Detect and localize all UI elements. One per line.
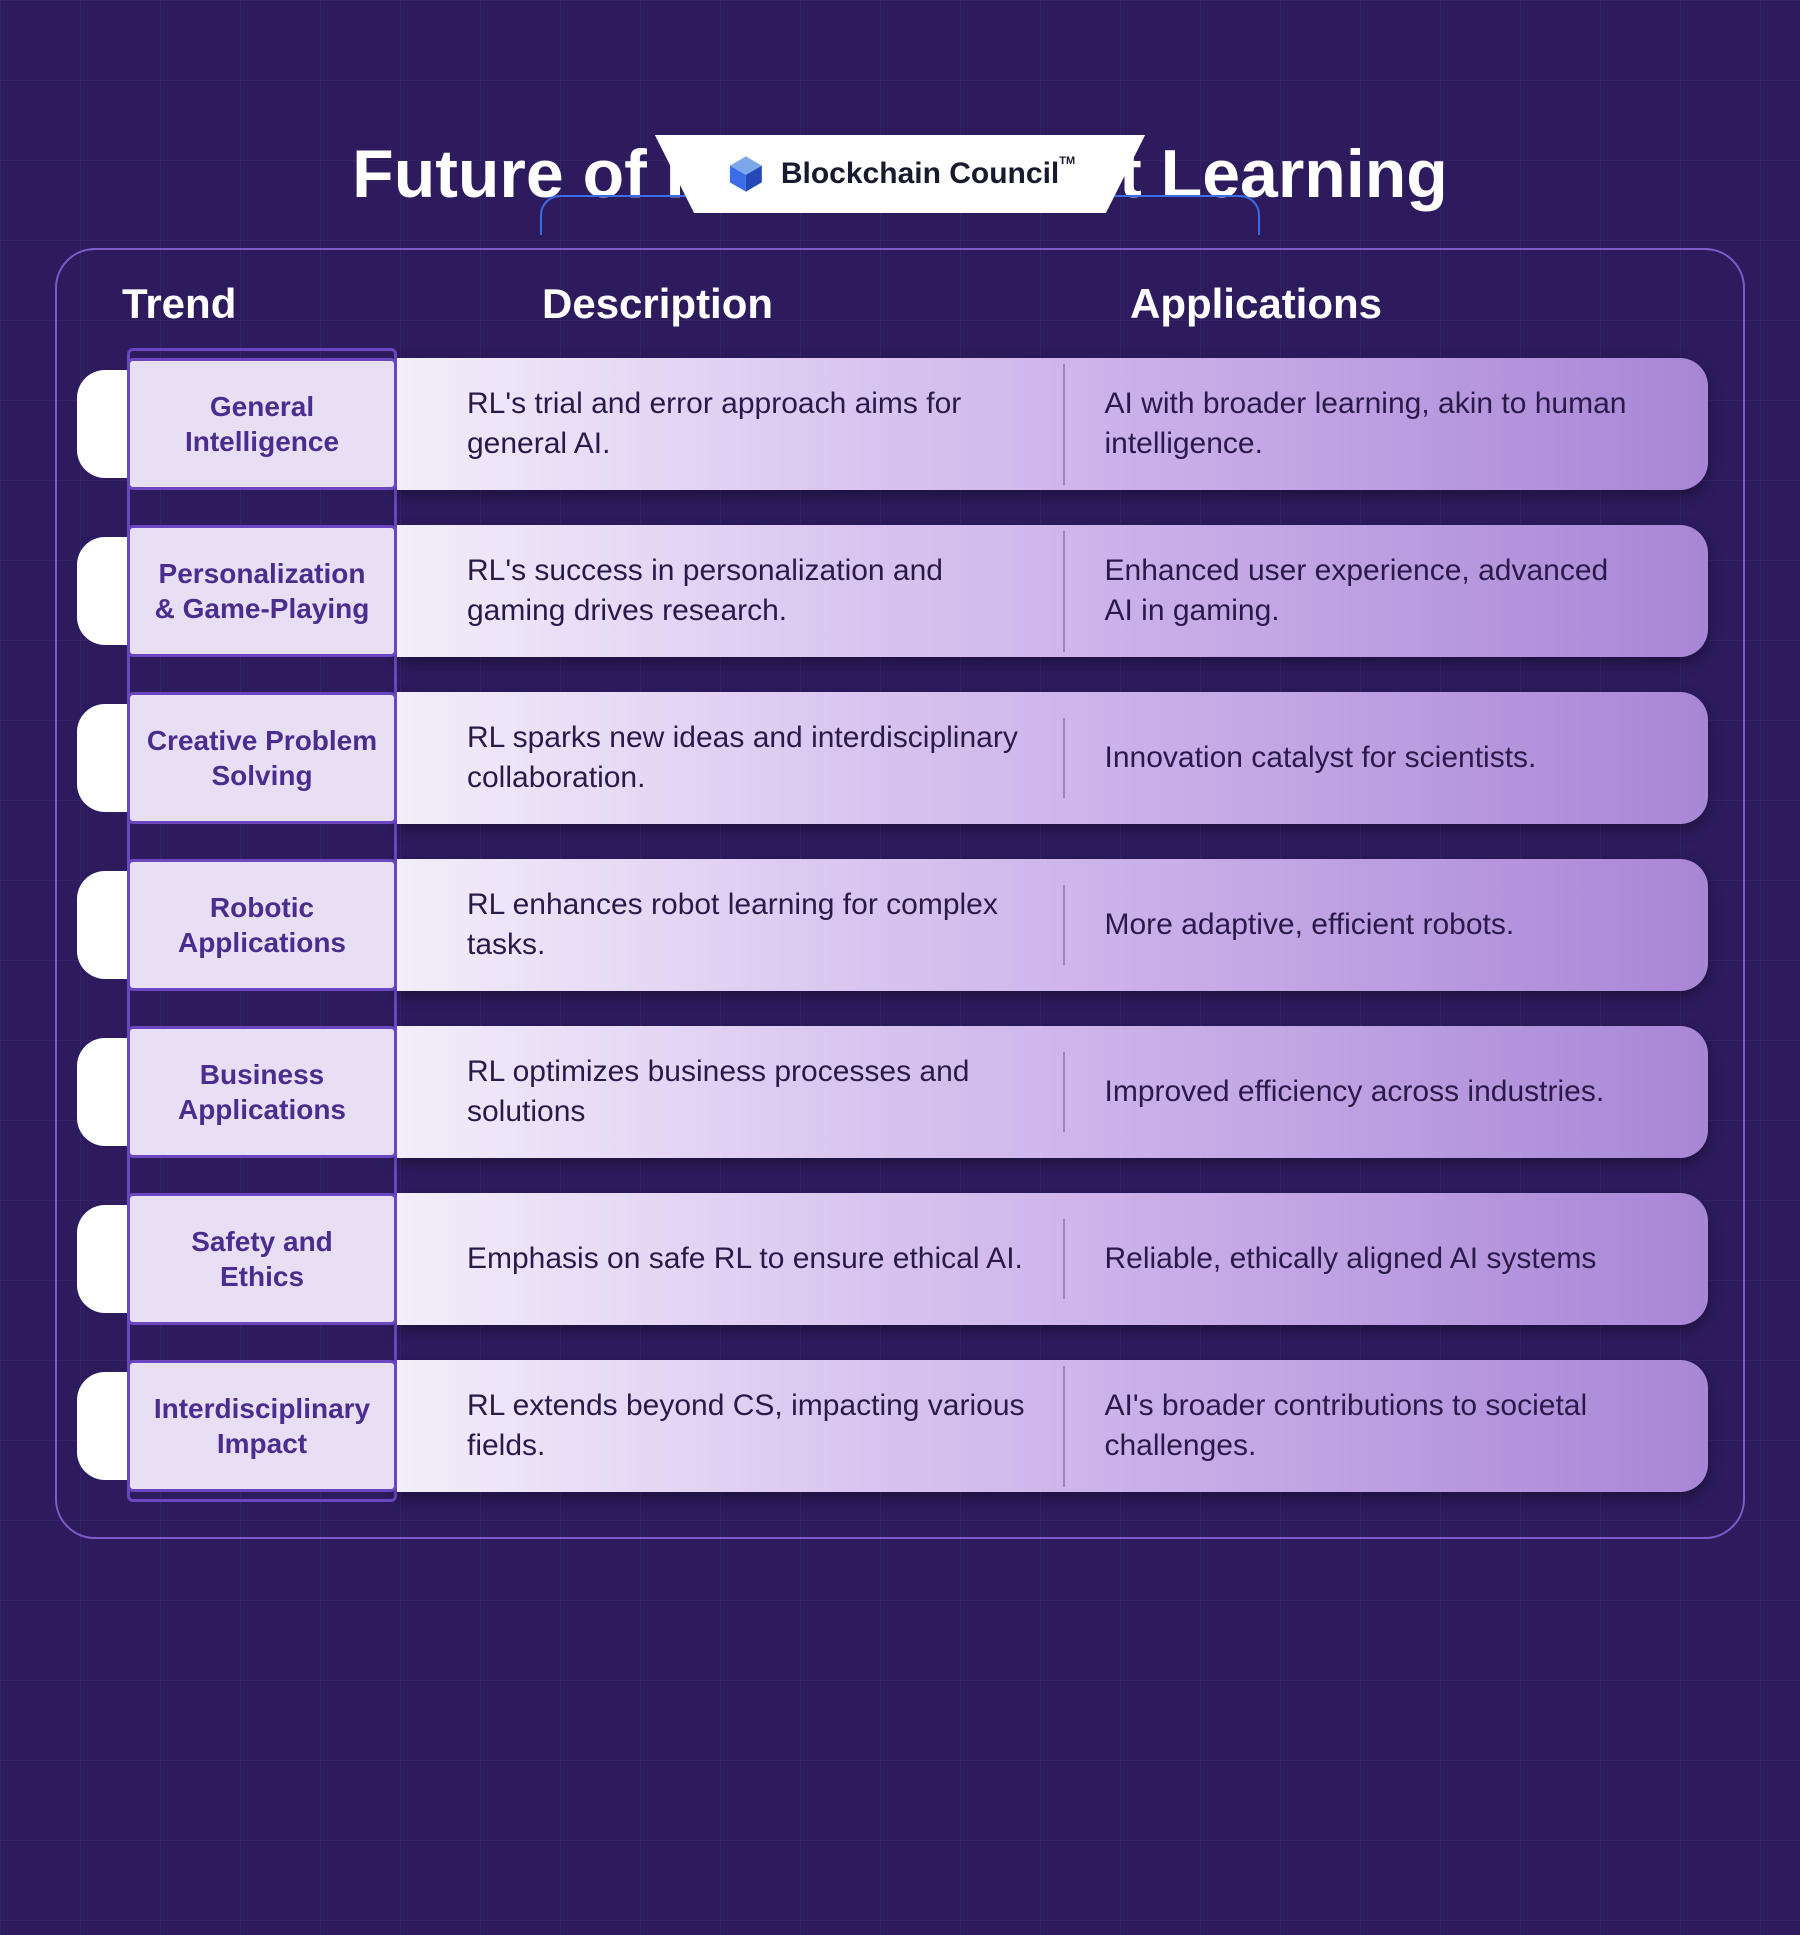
brand-logo: Blockchain CouncilTM	[655, 135, 1145, 213]
description-text: RL's trial and error approach aims for g…	[467, 364, 1063, 485]
cube-icon	[725, 153, 767, 195]
header-applications: Applications	[1060, 280, 1678, 328]
row-tab	[77, 1038, 132, 1146]
header-description: Description	[442, 280, 1060, 328]
header-trend: Trend	[122, 280, 442, 328]
applications-text: Reliable, ethically aligned AI systems	[1063, 1219, 1659, 1300]
content-cell: Emphasis on safe RL to ensure ethical AI…	[397, 1193, 1708, 1325]
rows-container: General Intelligence RL's trial and error…	[92, 358, 1708, 1492]
trend-cell: Personalization & Game-Playing	[127, 525, 397, 657]
content-cell: RL optimizes business processes and solu…	[397, 1026, 1708, 1158]
trend-cell: Robotic Applications	[127, 859, 397, 991]
description-text: RL enhances robot learning for complex t…	[467, 865, 1063, 986]
applications-text: Enhanced user experience, advanced AI in…	[1063, 531, 1659, 652]
trend-cell: Creative Problem Solving	[127, 692, 397, 824]
column-headers: Trend Description Applications	[92, 280, 1708, 328]
row-tab	[77, 871, 132, 979]
applications-text: More adaptive, efficient robots.	[1063, 885, 1659, 966]
applications-text: AI's broader contributions to societal c…	[1063, 1366, 1659, 1487]
table-row: Creative Problem Solving RL sparks new id…	[92, 692, 1708, 824]
description-text: RL optimizes business processes and solu…	[467, 1032, 1063, 1153]
row-tab	[77, 537, 132, 645]
description-text: RL's success in personalization and gami…	[467, 531, 1063, 652]
table-row: Business Applications RL optimizes busine…	[92, 1026, 1708, 1158]
row-tab	[77, 1205, 132, 1313]
content-cell: RL's trial and error approach aims for g…	[397, 358, 1708, 490]
trends-panel: Trend Description Applications General I…	[55, 248, 1745, 1539]
row-tab	[77, 370, 132, 478]
trend-cell: General Intelligence	[127, 358, 397, 490]
row-tab	[77, 1372, 132, 1480]
table-row: Personalization & Game-Playing RL's succe…	[92, 525, 1708, 657]
table-row: General Intelligence RL's trial and error…	[92, 358, 1708, 490]
content-cell: RL enhances robot learning for complex t…	[397, 859, 1708, 991]
content-cell: RL extends beyond CS, impacting various …	[397, 1360, 1708, 1492]
row-tab	[77, 704, 132, 812]
content-cell: RL sparks new ideas and interdisciplinar…	[397, 692, 1708, 824]
trend-cell: Safety and Ethics	[127, 1193, 397, 1325]
trend-cell: Interdisciplinary Impact	[127, 1360, 397, 1492]
content-cell: RL's success in personalization and gami…	[397, 525, 1708, 657]
table-row: Robotic Applications RL enhances robot le…	[92, 859, 1708, 991]
description-text: Emphasis on safe RL to ensure ethical AI…	[467, 1219, 1063, 1300]
trend-cell: Business Applications	[127, 1026, 397, 1158]
applications-text: Improved efficiency across industries.	[1063, 1052, 1659, 1133]
table-row: Interdisciplinary Impact RL extends beyon…	[92, 1360, 1708, 1492]
description-text: RL extends beyond CS, impacting various …	[467, 1366, 1063, 1487]
brand-name: Blockchain CouncilTM	[781, 157, 1075, 191]
description-text: RL sparks new ideas and interdisciplinar…	[467, 698, 1063, 819]
table-row: Safety and Ethics Emphasis on safe RL to …	[92, 1193, 1708, 1325]
applications-text: Innovation catalyst for scientists.	[1063, 718, 1659, 799]
applications-text: AI with broader learning, akin to human …	[1063, 364, 1659, 485]
